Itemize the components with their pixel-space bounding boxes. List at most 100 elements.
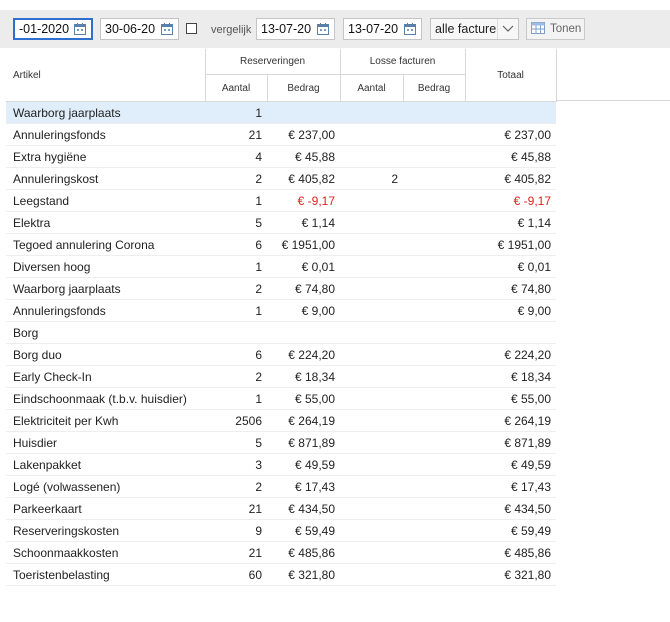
cell-losse-aantal (340, 255, 404, 278)
date-to-field[interactable]: 30-06-20 (100, 18, 179, 40)
cell-losse-bedrag (403, 519, 466, 542)
cell-artikel: Waarborg jaarplaats (6, 277, 205, 300)
table-row[interactable]: Early Check-In 2 € 18,34 € 18,34 (6, 365, 557, 388)
show-button[interactable]: Tonen (526, 18, 585, 40)
cell-losse-aantal (340, 277, 404, 300)
cell-res-aantal: 2506 (205, 409, 267, 432)
cell-artikel: Tegoed annulering Corona (6, 233, 205, 256)
calendar-icon[interactable] (71, 20, 89, 38)
cell-res-aantal: 5 (205, 211, 267, 234)
cell-losse-aantal (340, 299, 404, 322)
cell-totaal: € 55,00 (465, 387, 557, 410)
compare-from-field[interactable]: 13-07-20 (256, 18, 335, 40)
table-row[interactable]: Parkeerkaart 21 € 434,50 € 434,50 (6, 497, 557, 520)
cell-res-aantal: 3 (205, 453, 267, 476)
cell-losse-aantal (340, 365, 404, 388)
cell-totaal: € 9,00 (465, 299, 557, 322)
cell-artikel: Leegstand (6, 189, 205, 212)
cell-totaal: € 405,82 (465, 167, 557, 190)
table-row[interactable]: Eindschoonmaak (t.b.v. huisdier) 1 € 55,00… (6, 387, 557, 410)
cell-artikel: Annuleringsfonds (6, 299, 205, 322)
calendar-icon[interactable] (401, 20, 419, 38)
invoice-type-value[interactable]: alle facture (435, 22, 497, 36)
cell-res-bedrag: € 264,19 (267, 409, 341, 432)
cell-res-bedrag: € 49,59 (267, 453, 341, 476)
cell-losse-aantal (340, 211, 404, 234)
cell-artikel: Annuleringsfonds (6, 123, 205, 146)
cell-res-aantal: 60 (205, 563, 267, 586)
cell-losse-bedrag (403, 475, 466, 498)
cell-losse-bedrag (403, 541, 466, 564)
col-header-losse-bedrag[interactable]: Bedrag (403, 74, 466, 102)
table-row[interactable]: Toeristenbelasting 60 € 321,80 € 321,80 (6, 563, 557, 586)
cell-totaal: € 74,80 (465, 277, 557, 300)
table-row[interactable]: Borg duo 6 € 224,20 € 224,20 (6, 343, 557, 366)
col-header-res-aantal[interactable]: Aantal (205, 74, 268, 102)
cell-res-bedrag: € 9,00 (267, 299, 341, 322)
col-header-losse-aantal[interactable]: Aantal (340, 74, 404, 102)
cell-totaal: € 18,34 (465, 365, 557, 388)
cell-losse-aantal (340, 189, 404, 212)
cell-res-aantal: 21 (205, 541, 267, 564)
table-row[interactable]: Schoonmaakkosten 21 € 485,86 € 485,86 (6, 541, 557, 564)
cell-losse-bedrag (403, 145, 466, 168)
cell-totaal (465, 101, 557, 124)
cell-totaal: € 485,86 (465, 541, 557, 564)
table-row[interactable]: Borg (6, 321, 557, 344)
compare-to-value[interactable]: 13-07-20 (348, 22, 399, 36)
cell-artikel: Elektra (6, 211, 205, 234)
cell-artikel: Lakenpakket (6, 453, 205, 476)
table-row[interactable]: Waarborg jaarplaats 2 € 74,80 € 74,80 (6, 277, 557, 300)
cell-artikel: Diversen hoog (6, 255, 205, 278)
table-row[interactable]: Logé (volwassenen) 2 € 17,43 € 17,43 (6, 475, 557, 498)
date-from-value[interactable]: -01-2020 (19, 22, 70, 36)
cell-losse-bedrag (403, 255, 466, 278)
table-row[interactable]: Diversen hoog 1 € 0,01 € 0,01 (6, 255, 557, 278)
table-row[interactable]: Elektriciteit per Kwh 2506 € 264,19 € 264,1… (6, 409, 557, 432)
table-row[interactable]: Annuleringsfonds 21 € 237,00 € 237,00 (6, 123, 557, 146)
cell-losse-aantal (340, 101, 404, 124)
cell-losse-bedrag (403, 409, 466, 432)
cell-losse-aantal (340, 563, 404, 586)
table-row[interactable]: Extra hygiëne 4 € 45,88 € 45,88 (6, 145, 557, 168)
col-header-reserveringen[interactable]: Reserveringen (205, 49, 341, 75)
invoice-type-select[interactable]: alle facture (430, 18, 519, 40)
compare-label: vergelijk (211, 24, 252, 36)
compare-checkbox[interactable] (186, 23, 197, 34)
table-row[interactable]: Annuleringskost 2 € 405,82 2 € 405,82 (6, 167, 557, 190)
cell-losse-aantal (340, 233, 404, 256)
cell-losse-bedrag (403, 189, 466, 212)
cell-artikel: Elektriciteit per Kwh (6, 409, 205, 432)
cell-res-bedrag: € 485,86 (267, 541, 341, 564)
table-row[interactable]: Annuleringsfonds 1 € 9,00 € 9,00 (6, 299, 557, 322)
calendar-icon[interactable] (314, 20, 332, 38)
cell-losse-bedrag (403, 365, 466, 388)
col-header-res-bedrag[interactable]: Bedrag (267, 74, 341, 102)
table-row[interactable]: Reserveringskosten 9 € 59,49 € 59,49 (6, 519, 557, 542)
compare-from-value[interactable]: 13-07-20 (261, 22, 312, 36)
header-filler (556, 49, 670, 101)
table-row[interactable]: Huisdier 5 € 871,89 € 871,89 (6, 431, 557, 454)
cell-losse-aantal (340, 123, 404, 146)
table-row[interactable]: Elektra 5 € 1,14 € 1,14 (6, 211, 557, 234)
date-to-value[interactable]: 30-06-20 (105, 22, 156, 36)
table-row[interactable]: Lakenpakket 3 € 49,59 € 49,59 (6, 453, 557, 476)
table-row[interactable]: Waarborg jaarplaats 1 (6, 101, 557, 124)
col-header-losse-facturen[interactable]: Losse facturen (340, 49, 466, 75)
cell-losse-bedrag (403, 277, 466, 300)
cell-losse-aantal (340, 475, 404, 498)
col-header-totaal[interactable]: Totaal (465, 49, 557, 102)
chevron-down-icon[interactable] (497, 19, 518, 39)
cell-losse-bedrag (403, 299, 466, 322)
show-button-label: Tonen (550, 23, 582, 35)
table-row[interactable]: Leegstand 1 € -9,17 € -9,17 (6, 189, 557, 212)
calendar-icon[interactable] (158, 20, 176, 38)
cell-res-bedrag: € 55,00 (267, 387, 341, 410)
table-row[interactable]: Tegoed annulering Corona 6 € 1951,00 € 1951… (6, 233, 557, 256)
compare-to-field[interactable]: 13-07-20 (343, 18, 422, 40)
cell-res-aantal: 9 (205, 519, 267, 542)
cell-res-bedrag (267, 321, 341, 344)
cell-res-aantal: 2 (205, 277, 267, 300)
date-from-field[interactable]: -01-2020 (13, 18, 93, 40)
col-header-artikel[interactable]: Artikel (6, 49, 206, 102)
